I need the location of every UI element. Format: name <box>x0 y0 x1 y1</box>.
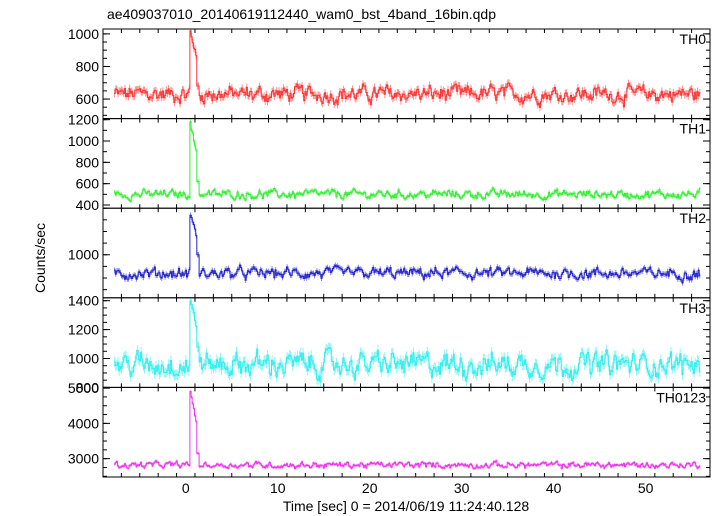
data-series-th0 <box>114 29 701 111</box>
data-line <box>114 391 701 470</box>
chart-title: ae409037010_20140619112440_wam0_bst_4ban… <box>107 6 496 22</box>
error-bars <box>114 119 701 204</box>
panel-label: TH0123 <box>656 389 706 405</box>
error-bars <box>114 389 701 471</box>
y-tick-label: 1000 <box>68 350 99 366</box>
data-series-th3 <box>114 297 701 387</box>
y-tick-label: 800 <box>76 154 100 170</box>
panel-th0123: 3000 4000 5000 TH0123 <box>68 380 711 478</box>
x-tick-label: 10 <box>270 480 286 496</box>
error-bars <box>114 297 701 387</box>
y-tick-label: 800 <box>76 58 100 74</box>
y-tick-label: 1400 <box>68 293 99 309</box>
x-tick-label: 20 <box>362 480 378 496</box>
x-tick-label: 30 <box>454 480 470 496</box>
y-tick-label: 1200 <box>68 322 99 338</box>
x-tick-label: 50 <box>638 480 654 496</box>
y-tick-label: 3000 <box>68 451 99 467</box>
x-axis-label: Time [sec] 0 = 2014/06/19 11:24:40.128 <box>283 498 530 514</box>
panel-th1: 400 600 800 1000 1200 TH1 <box>68 112 711 213</box>
y-tick-label: 4000 <box>68 415 99 431</box>
y-tick-label: 600 <box>76 176 100 192</box>
y-tick-label: 800 <box>76 379 100 395</box>
data-line <box>114 300 701 383</box>
data-series-th0123 <box>114 389 701 471</box>
x-tick-label: 40 <box>546 480 562 496</box>
panel-label: TH2 <box>680 210 707 226</box>
panel-label: TH0 <box>680 31 707 47</box>
panel-frame <box>102 28 711 120</box>
y-axis-label: Counts/sec <box>32 223 48 293</box>
data-line <box>114 121 701 202</box>
panel-frame <box>102 118 711 209</box>
x-tick-label: 0 <box>182 480 190 496</box>
panel-th3: 800 1000 1200 1400 TH3 <box>68 293 711 395</box>
data-line <box>114 30 701 108</box>
y-tick-label: 5000 <box>68 380 99 396</box>
y-tick-label: 1000 <box>68 133 99 149</box>
y-tick-label: 400 <box>76 197 100 213</box>
data-line <box>114 214 701 284</box>
panel-th2: 1000 TH2 <box>68 207 711 299</box>
y-tick-label: 1200 <box>68 112 99 128</box>
panel-th0: 600 800 1000 TH0 <box>68 26 711 120</box>
y-tick-label: 600 <box>76 91 100 107</box>
y-tick-label: 1000 <box>68 26 99 42</box>
y-tick-label: 1000 <box>68 247 99 263</box>
data-series-th2 <box>114 212 701 286</box>
panel-frame <box>102 207 711 299</box>
panel-label: TH1 <box>680 121 707 137</box>
data-series-th1 <box>114 119 701 204</box>
panel-label: TH3 <box>680 300 707 316</box>
